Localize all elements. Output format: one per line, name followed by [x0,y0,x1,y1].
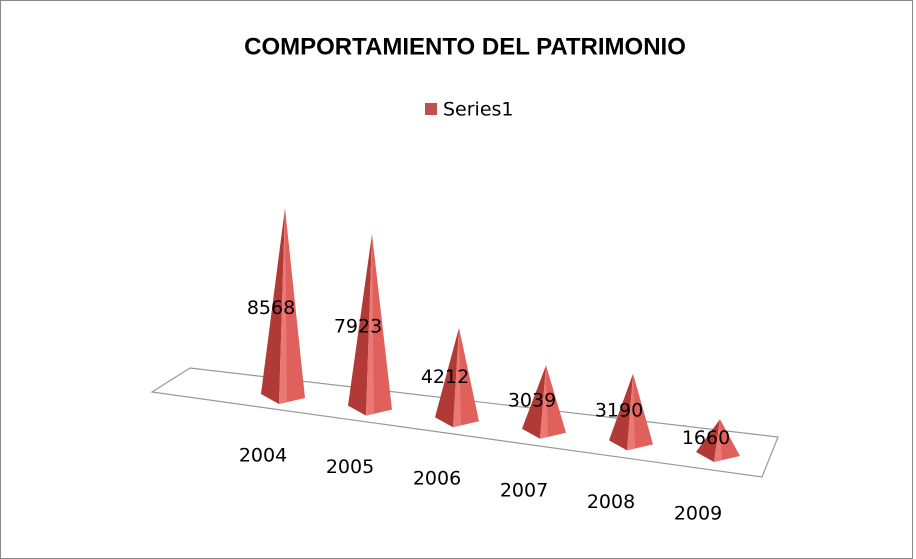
legend-label: Series1 [443,99,514,121]
chart-title: COMPORTAMIENTO DEL PATRIMONIO [244,33,686,60]
x-tick-label: 2006 [413,468,461,490]
pyramid [696,419,740,462]
pyramid-highlight [714,419,722,462]
x-tick-label: 2007 [500,479,548,501]
pyramid-left-face [435,327,459,428]
x-tick-label: 2009 [674,503,722,525]
pyramid-left-face [261,208,285,404]
x-tick-label: 2008 [587,491,635,513]
data-label: 7923 [334,316,382,338]
pyramid-left-face [609,373,633,451]
data-label: 3039 [508,390,556,412]
pyramid-highlight [540,365,548,439]
x-tick-label: 2005 [326,456,374,478]
pyramid-left-face [696,419,720,462]
pyramid [522,365,566,439]
legend-swatch [425,103,437,115]
x-tick-label: 2004 [239,445,287,467]
pyramid-highlight [627,373,635,451]
pyramid [435,327,479,428]
data-label: 3190 [595,400,643,422]
pyramid [348,233,392,416]
data-label: 1660 [682,427,730,449]
pyramid-left-face [522,365,546,439]
pyramid-highlight [279,208,287,404]
pyramid-highlight [453,327,461,428]
pyramid [261,208,305,404]
data-label: 8568 [247,297,295,319]
data-label: 4212 [421,366,469,388]
pyramid-left-face [348,233,372,416]
pyramid [609,373,653,451]
pyramid-highlight [366,233,374,416]
